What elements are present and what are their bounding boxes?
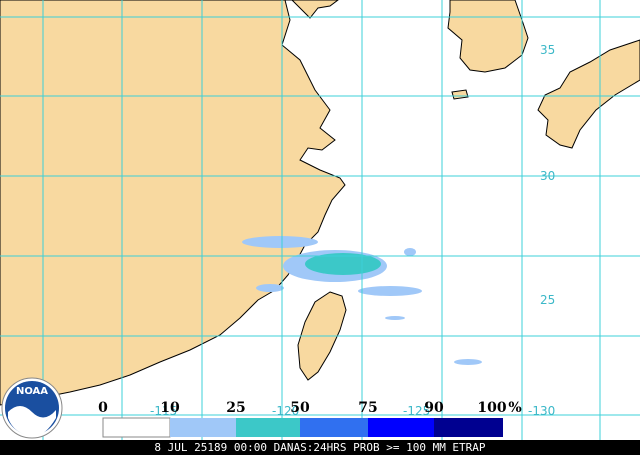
legend-label: 75 bbox=[358, 400, 377, 416]
lat-label: 25 bbox=[540, 293, 555, 307]
lon-label: -125 bbox=[403, 404, 430, 418]
mainland bbox=[0, 0, 346, 406]
jeju bbox=[451, 89, 469, 100]
lon-label: -130 bbox=[528, 404, 555, 418]
legend-label: 90 bbox=[424, 400, 444, 416]
japan bbox=[537, 39, 640, 149]
lon-label: -120 bbox=[272, 404, 299, 418]
logo: NOAA bbox=[1, 377, 63, 439]
lon-label: -115 bbox=[150, 404, 177, 418]
legend bbox=[102, 417, 503, 438]
lat-label: 35 bbox=[540, 43, 555, 57]
legend-label: 50 bbox=[290, 400, 310, 416]
footer-text: 8 JUL 25189 00:00 DANAS:24HRS PROB >= 10… bbox=[154, 441, 486, 454]
legend-label: 100 bbox=[477, 400, 506, 416]
legend-label: 10 bbox=[160, 400, 180, 416]
footer-bar bbox=[0, 440, 640, 455]
logo-text: NOAA bbox=[16, 386, 48, 397]
legend-label: 25 bbox=[226, 400, 245, 416]
legend-label: 0 bbox=[98, 400, 108, 416]
lat-label: 30 bbox=[540, 169, 555, 183]
legend-unit: % bbox=[508, 400, 521, 416]
grid bbox=[0, 0, 640, 440]
